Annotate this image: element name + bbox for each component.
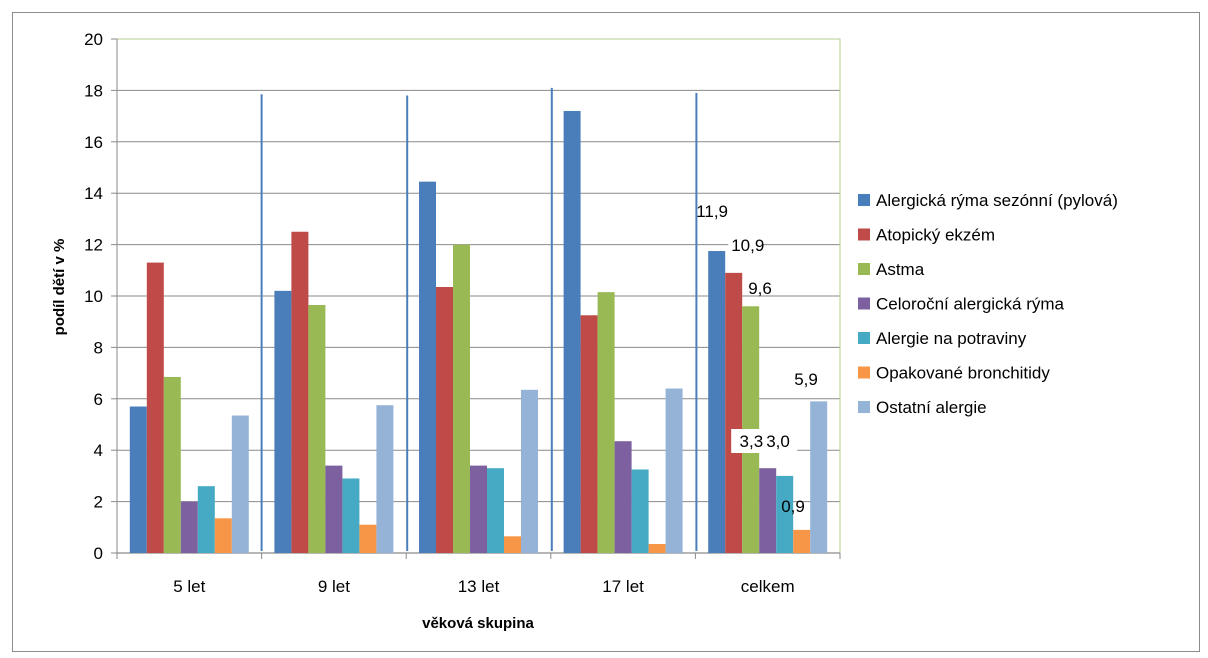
data-label: 9,6 <box>748 279 772 298</box>
y-axis-title: podíl dětí v % <box>51 239 68 336</box>
data-labels: 11,910,9 9,6 3,3 3,0 0,9 5,9 <box>696 202 818 516</box>
bar <box>129 406 147 553</box>
bar <box>725 272 743 553</box>
legend-swatch <box>858 194 870 206</box>
legend-swatch <box>858 332 870 344</box>
x-tick-label: 17 let <box>602 577 644 596</box>
bar <box>708 251 726 553</box>
bar <box>563 110 581 554</box>
y-tick-label: 6 <box>94 390 103 409</box>
bar <box>487 468 504 553</box>
legend-label: Astma <box>876 260 925 279</box>
bar <box>274 290 292 553</box>
legend-label: Celoroční alergická rýma <box>876 295 1065 314</box>
y-tick-label: 8 <box>94 338 103 357</box>
data-label: 3,0 <box>766 432 790 451</box>
bar <box>631 469 649 553</box>
y-tick-label: 14 <box>84 184 103 203</box>
x-tick-label: 5 let <box>173 577 205 596</box>
y-tick-label: 4 <box>94 441 103 460</box>
bar <box>436 287 453 553</box>
bar <box>308 304 326 553</box>
y-tick-label: 2 <box>94 493 103 512</box>
bar <box>163 376 181 553</box>
legend-swatch <box>858 366 870 379</box>
legend-label: Atopický ekzém <box>876 226 995 245</box>
data-label-bg <box>763 429 798 453</box>
data-label-bg <box>728 233 763 257</box>
legend-label: Opakované bronchitidy <box>876 364 1050 383</box>
bar <box>376 405 394 553</box>
bar <box>214 518 232 553</box>
legend: Alergická rýma sezónní (pylová) Atopický … <box>858 191 1118 417</box>
legend-swatch <box>858 297 870 310</box>
bar <box>580 315 598 553</box>
x-axis-title: věková skupina <box>422 615 534 632</box>
bar <box>776 475 794 553</box>
data-label: 5,9 <box>794 370 818 389</box>
bars <box>129 110 828 554</box>
bar <box>793 529 811 553</box>
bar <box>665 388 683 553</box>
legend-swatch <box>858 401 870 413</box>
bar <box>470 465 487 553</box>
y-tick-labels: 0 2 4 6 8 10 12 14 16 18 20 <box>84 30 103 563</box>
bar <box>146 262 164 553</box>
bar <box>342 478 360 553</box>
bar <box>759 468 777 553</box>
legend-swatch <box>858 263 870 275</box>
data-label: 3,3 <box>740 432 764 451</box>
y-tick-label: 20 <box>84 30 103 49</box>
x-tick-label: 9 let <box>318 577 350 596</box>
data-label: 11,9 <box>696 202 728 221</box>
bar <box>453 244 470 553</box>
legend-label: Alergická rýma sezónní (pylová) <box>876 191 1118 210</box>
bar <box>291 231 309 553</box>
legend-label: Alergie na potraviny <box>876 329 1027 348</box>
legend-label: Ostatní alergie <box>876 398 987 417</box>
y-tick-label: 12 <box>84 236 103 255</box>
bar <box>180 501 198 553</box>
legend-swatch <box>858 228 870 241</box>
x-tick-label: 13 let <box>458 577 500 596</box>
bar <box>521 389 538 553</box>
data-label: 0,9 <box>781 497 805 516</box>
group-separators <box>260 87 698 551</box>
bar <box>810 401 828 553</box>
bar <box>197 486 215 553</box>
bar <box>614 441 632 553</box>
bar <box>504 536 521 553</box>
data-label-bg <box>731 429 766 453</box>
bar <box>648 544 666 553</box>
bar <box>359 524 377 553</box>
y-tick-label: 0 <box>94 544 103 563</box>
bar <box>419 181 436 553</box>
bar <box>325 465 343 553</box>
bar <box>597 292 615 553</box>
y-tick-label: 18 <box>84 81 103 100</box>
y-tick-label: 16 <box>84 133 103 152</box>
data-label: 10,9 <box>731 236 764 255</box>
y-tick-label: 10 <box>84 287 103 306</box>
x-tick-labels: 5 let 9 let 13 let 17 let celkem <box>173 577 794 596</box>
x-tick-label: celkem <box>741 577 795 596</box>
bar <box>231 415 249 553</box>
